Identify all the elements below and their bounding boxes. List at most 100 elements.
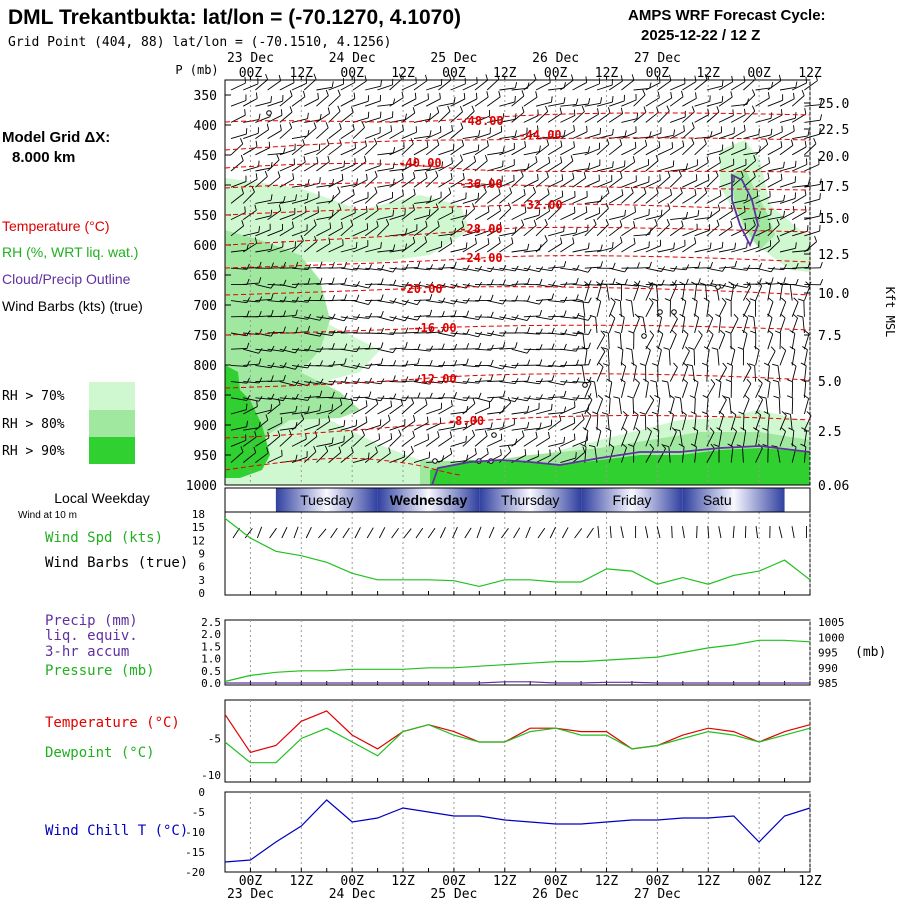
top-date-label: 25 Dec: [430, 51, 477, 66]
wind-barb: [389, 243, 408, 253]
wind-barb: [535, 218, 548, 237]
wind-barb-staff: [572, 267, 589, 273]
weekday-label: Thursday: [501, 492, 559, 508]
wind-barb-staff: [243, 282, 260, 285]
wind-barb-staff: [255, 419, 269, 431]
wind-barb: [279, 405, 298, 415]
wind-barb: [413, 378, 434, 385]
wind-barb: [316, 139, 330, 156]
wind-barb-flag: [266, 123, 270, 130]
wind-barb-flag: [294, 364, 300, 370]
wind-barb-flag: [490, 422, 493, 429]
wind-barb: [450, 358, 469, 366]
wind-barb-flag: [667, 170, 671, 177]
wind-barb-staff: [328, 404, 343, 415]
wind-barb-staff: [279, 227, 294, 237]
wind-barb-staff: [511, 397, 528, 402]
legend-rh70-label: RH > 70%: [2, 389, 65, 404]
wind-barb-staff: [316, 450, 329, 463]
wind-barb-staff: [267, 246, 283, 253]
wind-barb-flag: [490, 294, 494, 301]
wind-barb-flag: [611, 96, 614, 103]
wind-barb-flag: [498, 90, 501, 98]
wind-barb-staff: [730, 211, 746, 220]
wind-barb-staff: [609, 215, 625, 221]
wind-barb-staff: [767, 267, 784, 271]
wind-barb: [462, 105, 475, 123]
wind-barb: [389, 315, 409, 322]
wind-barb-flag: [319, 390, 323, 397]
wind-barb: [255, 414, 269, 431]
wind-barb: [633, 139, 648, 156]
wind-barb: [572, 146, 591, 156]
wind-barb-staff: [789, 284, 793, 301]
wind-barb-staff: [242, 406, 258, 415]
wind-barb-flag: [417, 375, 421, 382]
wind-barb: [728, 281, 735, 301]
wind-barb-staff: [779, 333, 782, 350]
wind-barb: [682, 237, 697, 253]
wind-barb: [718, 297, 727, 317]
legend-rh90-label: RH > 90%: [2, 444, 65, 459]
pressure-tick-label: 400: [194, 119, 217, 134]
wind-barb: [803, 394, 810, 415]
wind-barb: [679, 281, 686, 301]
wind-barb-staff: [755, 447, 763, 463]
wind-barb-flag: [634, 378, 640, 384]
wind-barb-flag: [738, 411, 745, 415]
wind-barb-flag: [307, 395, 312, 401]
wind-barb-flag: [800, 443, 807, 448]
wind-barb: [462, 397, 476, 415]
surface-wind-barb: [330, 527, 338, 539]
wind-barb-flag: [679, 313, 686, 318]
wind-barb-staff: [618, 398, 622, 415]
wind-barb-flag: [429, 378, 434, 385]
wind-barb-flag: [618, 313, 625, 318]
wind-barb-staff: [462, 110, 475, 123]
wind-barb-flag: [325, 122, 329, 129]
wind-barb-staff: [511, 146, 526, 156]
wind-barb: [755, 190, 771, 204]
wind-barb-staff: [804, 119, 821, 123]
wind-barb-staff: [621, 192, 634, 204]
wind-barb-staff: [450, 145, 464, 156]
surface-wind-barb: [342, 527, 350, 539]
wind-barb-staff: [523, 332, 540, 335]
wind-barb: [425, 92, 441, 107]
wind-barb-staff: [462, 316, 479, 321]
wind-barb-staff: [304, 266, 321, 269]
wind-barb-staff: [291, 229, 308, 237]
wind-barb: [304, 404, 322, 415]
bottom-date-label: 27 Dec: [634, 887, 681, 900]
wind-barb: [291, 263, 311, 270]
wind-barb-staff: [401, 194, 416, 204]
wind-barb-staff: [718, 266, 735, 269]
wind-barb-flag: [780, 313, 786, 319]
wind-barb-staff: [450, 381, 467, 384]
surface-wind-barb: [682, 526, 685, 539]
wind-barb-flag: [277, 430, 281, 437]
wind-barb: [365, 327, 384, 334]
wind-barb-staff: [523, 437, 538, 447]
wind-barb-staff: [548, 87, 565, 91]
temperature-contour-label: -20.00: [399, 282, 442, 296]
wind-barb-staff: [560, 104, 577, 107]
wind-barb-flag: [337, 105, 341, 112]
wind-barb: [694, 138, 707, 156]
wind-barb-staff: [474, 435, 488, 447]
wind-barb: [255, 170, 268, 188]
wind-barb-flag: [690, 443, 697, 448]
wind-barb: [365, 419, 382, 431]
wind-barb: [682, 122, 695, 139]
wind-barb-staff: [767, 365, 770, 382]
wind-barb: [487, 433, 503, 447]
wind-barb-flag: [602, 347, 609, 350]
wind-barb-flag: [514, 265, 519, 272]
wind-barb-staff: [535, 82, 551, 91]
wind-barb-staff: [499, 87, 516, 91]
wind-barb-staff: [438, 79, 452, 91]
wind-barb-flag: [691, 138, 695, 144]
wind-barb-flag: [634, 141, 637, 148]
wind-barb-flag: [405, 264, 409, 270]
wind-barb: [548, 82, 566, 91]
